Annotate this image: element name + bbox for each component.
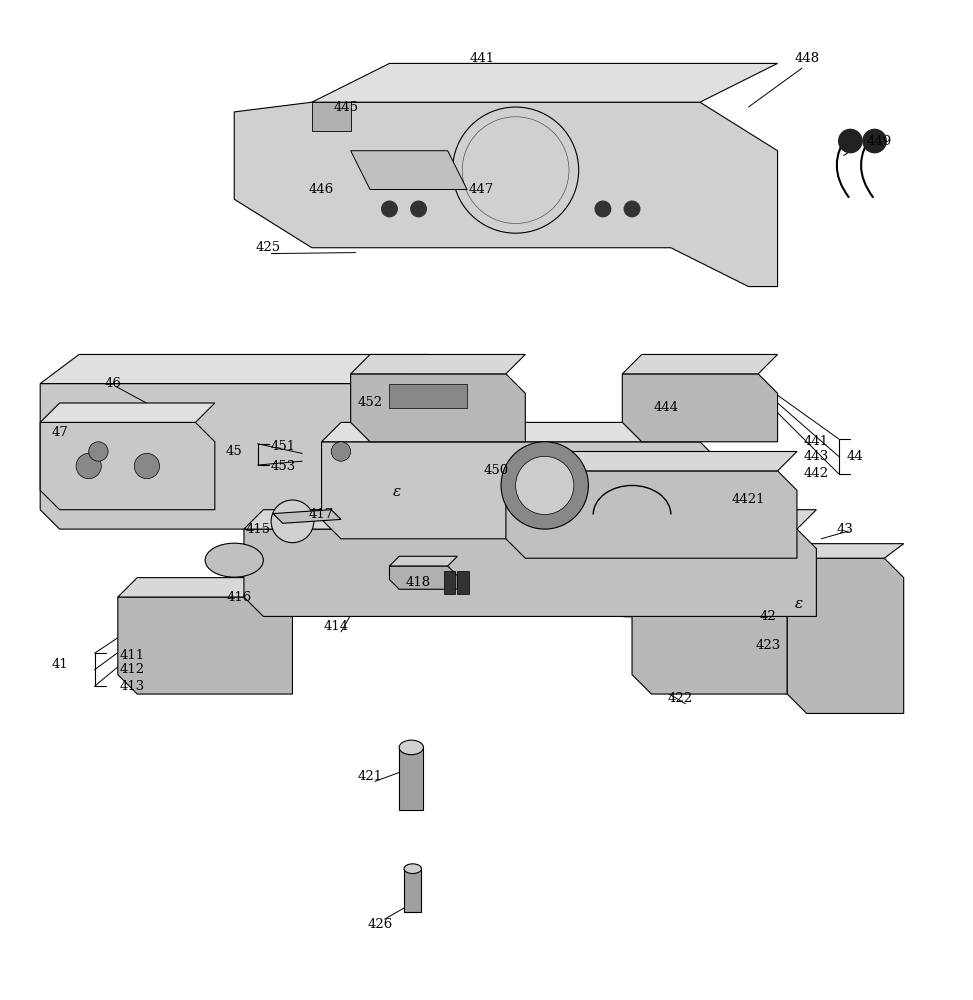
Text: 441: 441 bbox=[804, 435, 829, 448]
Polygon shape bbox=[632, 558, 787, 694]
Circle shape bbox=[134, 453, 160, 479]
Polygon shape bbox=[389, 566, 457, 589]
Text: 46: 46 bbox=[104, 377, 122, 390]
Polygon shape bbox=[787, 558, 904, 713]
Circle shape bbox=[501, 442, 589, 529]
Text: 415: 415 bbox=[246, 523, 271, 536]
Polygon shape bbox=[234, 102, 777, 287]
Polygon shape bbox=[312, 102, 350, 131]
Ellipse shape bbox=[404, 864, 421, 874]
Text: 412: 412 bbox=[120, 663, 145, 676]
Ellipse shape bbox=[205, 543, 264, 577]
Text: 442: 442 bbox=[804, 467, 829, 480]
Polygon shape bbox=[506, 471, 797, 558]
Bar bbox=[389, 384, 467, 408]
Polygon shape bbox=[623, 354, 777, 374]
Text: 417: 417 bbox=[309, 508, 334, 521]
Text: 47: 47 bbox=[52, 426, 68, 439]
Text: 447: 447 bbox=[469, 183, 494, 196]
Text: 452: 452 bbox=[357, 396, 382, 409]
Text: 426: 426 bbox=[367, 918, 392, 931]
Polygon shape bbox=[244, 510, 816, 529]
Polygon shape bbox=[321, 442, 719, 539]
Polygon shape bbox=[118, 578, 293, 597]
Text: 446: 446 bbox=[309, 183, 334, 196]
Polygon shape bbox=[632, 544, 787, 558]
Polygon shape bbox=[321, 422, 719, 442]
Text: 411: 411 bbox=[120, 649, 145, 662]
Bar bbox=[457, 571, 469, 594]
Polygon shape bbox=[623, 374, 777, 442]
Polygon shape bbox=[350, 374, 525, 442]
Polygon shape bbox=[506, 451, 797, 471]
Text: 43: 43 bbox=[837, 523, 854, 536]
Text: 423: 423 bbox=[755, 639, 780, 652]
Circle shape bbox=[76, 453, 101, 479]
Bar bbox=[404, 869, 421, 912]
Text: 418: 418 bbox=[406, 576, 431, 589]
Text: 41: 41 bbox=[52, 658, 68, 671]
Text: 413: 413 bbox=[120, 680, 145, 693]
Text: 449: 449 bbox=[867, 135, 892, 148]
Text: 453: 453 bbox=[270, 460, 296, 473]
Text: ε: ε bbox=[393, 485, 401, 499]
Circle shape bbox=[271, 500, 314, 543]
Circle shape bbox=[411, 201, 426, 217]
Text: ε: ε bbox=[795, 597, 803, 611]
Circle shape bbox=[863, 129, 886, 153]
Circle shape bbox=[839, 129, 862, 153]
Text: 421: 421 bbox=[357, 770, 382, 783]
Polygon shape bbox=[40, 422, 215, 510]
Polygon shape bbox=[40, 403, 215, 422]
Polygon shape bbox=[40, 354, 428, 384]
Text: 451: 451 bbox=[270, 440, 296, 453]
Text: 444: 444 bbox=[654, 401, 678, 414]
Circle shape bbox=[516, 456, 574, 515]
Polygon shape bbox=[350, 354, 525, 374]
Polygon shape bbox=[312, 63, 777, 102]
Text: 425: 425 bbox=[256, 241, 281, 254]
Polygon shape bbox=[350, 151, 467, 190]
Polygon shape bbox=[273, 510, 341, 523]
Bar bbox=[444, 571, 455, 594]
Polygon shape bbox=[40, 384, 409, 529]
Text: 45: 45 bbox=[226, 445, 242, 458]
Text: 44: 44 bbox=[847, 450, 864, 463]
Text: 416: 416 bbox=[227, 591, 252, 604]
Polygon shape bbox=[389, 556, 457, 566]
Text: 450: 450 bbox=[484, 464, 509, 477]
Circle shape bbox=[89, 442, 108, 461]
Text: 42: 42 bbox=[760, 610, 776, 623]
Text: 414: 414 bbox=[324, 620, 348, 633]
Polygon shape bbox=[787, 544, 904, 558]
Text: 443: 443 bbox=[804, 450, 829, 463]
Text: 441: 441 bbox=[469, 52, 494, 65]
Text: 448: 448 bbox=[794, 52, 819, 65]
Circle shape bbox=[625, 201, 640, 217]
Text: 4421: 4421 bbox=[732, 493, 765, 506]
Circle shape bbox=[595, 201, 611, 217]
Ellipse shape bbox=[399, 740, 423, 755]
Bar bbox=[399, 747, 423, 810]
Text: 445: 445 bbox=[334, 101, 358, 114]
Polygon shape bbox=[244, 529, 816, 616]
Polygon shape bbox=[118, 597, 293, 694]
Text: 422: 422 bbox=[668, 692, 693, 705]
Circle shape bbox=[331, 442, 350, 461]
Circle shape bbox=[381, 201, 397, 217]
